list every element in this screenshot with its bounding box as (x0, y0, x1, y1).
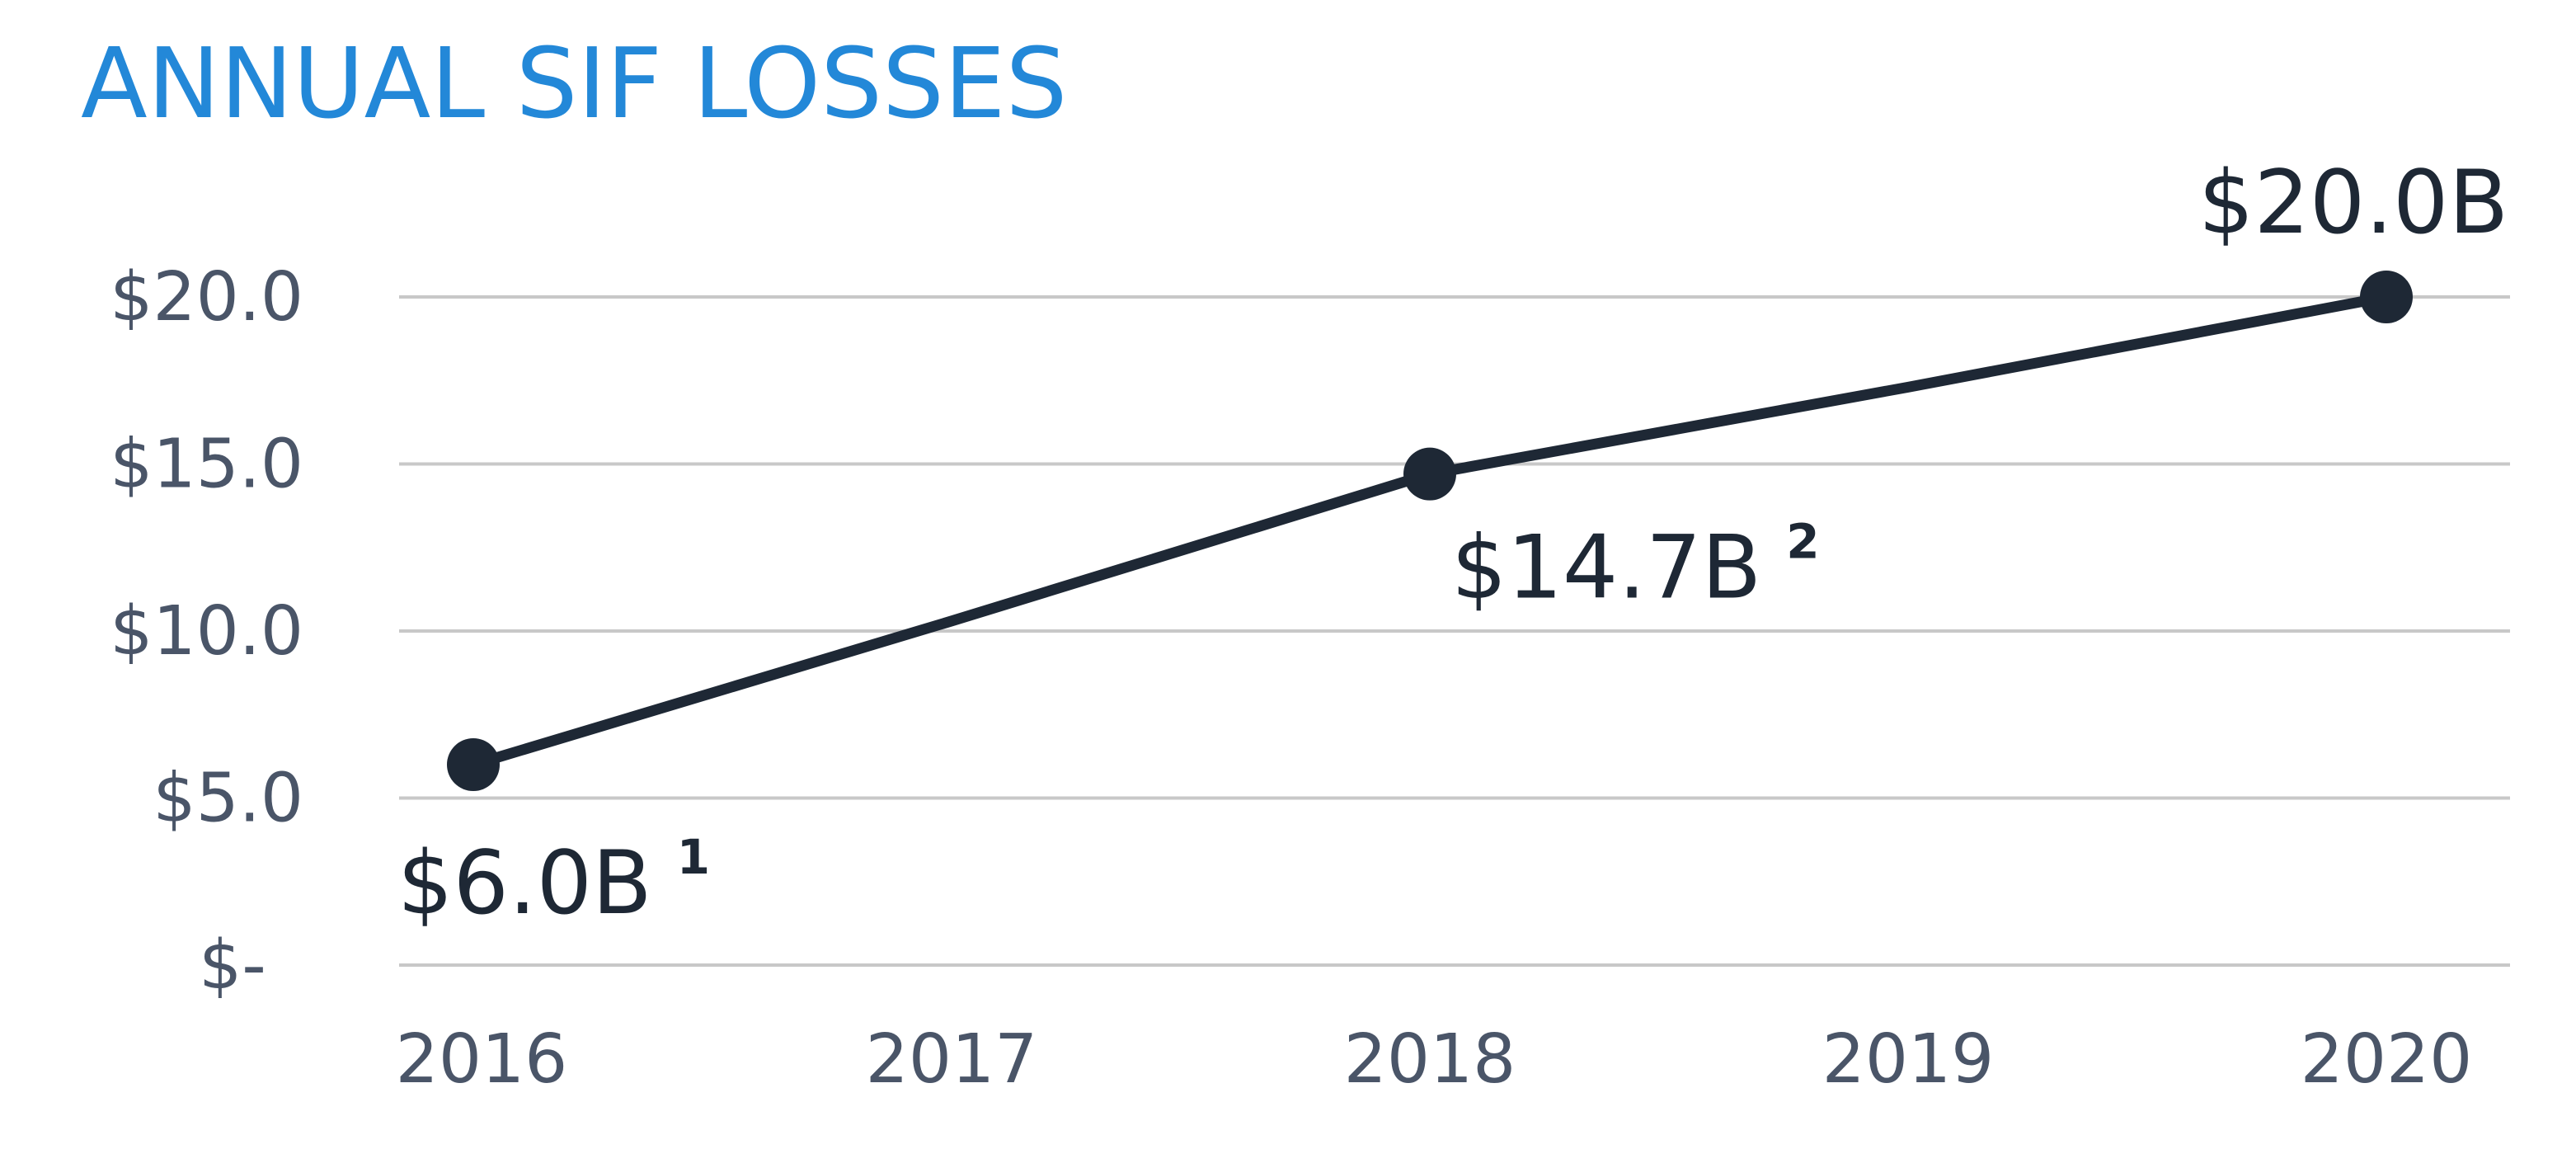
data-label: $6.0B (397, 832, 652, 934)
y-axis-tick-labels: $- $5.0 $10.0 $15.0 $20.0 (110, 258, 303, 1005)
x-tick-label: 2018 (1344, 1020, 1516, 1099)
series-line-group (468, 291, 2392, 770)
y-tick-label: $10.0 (110, 592, 303, 671)
y-tick-label: $5.0 (153, 760, 303, 838)
x-axis-tick-labels: 2016 2017 2018 2019 2020 (396, 1020, 2473, 1099)
data-labels: $6.0B 1 $14.7B 2 $20.0B (397, 152, 2508, 934)
data-point-marker (1403, 447, 1456, 501)
footnote-marker: 2 (1786, 514, 1819, 570)
chart-title: ANNUAL SIF LOSSES (81, 26, 1067, 140)
x-tick-label: 2020 (2301, 1020, 2473, 1099)
x-tick-label: 2017 (866, 1020, 1038, 1099)
y-tick-label: $20.0 (110, 258, 303, 337)
data-point-markers (447, 271, 2413, 791)
y-tick-label: $- (199, 926, 266, 1005)
y-tick-label: $15.0 (110, 426, 303, 504)
grid-lines (399, 295, 2510, 967)
data-label: $20.0B (2198, 152, 2508, 253)
x-tick-label: 2016 (396, 1020, 568, 1099)
x-tick-label: 2019 (1822, 1020, 1995, 1099)
footnote-marker: 1 (677, 829, 710, 885)
data-point-marker (447, 738, 500, 791)
series-line (468, 291, 2392, 770)
data-point-marker (2360, 271, 2413, 323)
data-label: $14.7B (1451, 517, 1761, 619)
